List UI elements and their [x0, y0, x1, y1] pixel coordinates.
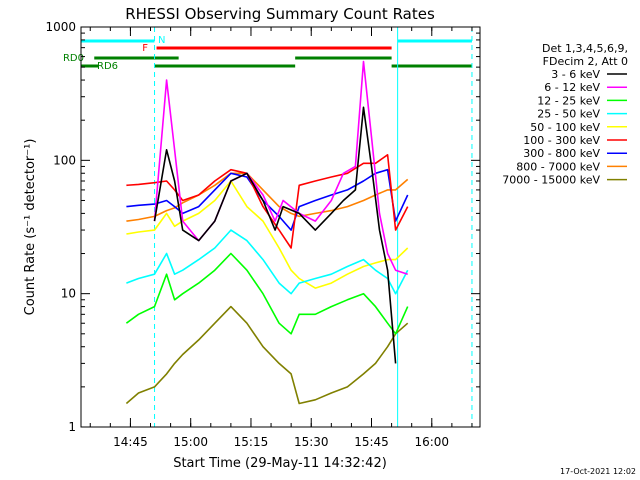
legend-entry-label: 100 - 300 keV — [523, 134, 600, 147]
flag-layer: NF RD0 RD6 — [63, 35, 472, 72]
legend-entry-label: 800 - 7000 keV — [516, 160, 600, 173]
series-line-3-6-kev — [153, 106, 397, 364]
y-tick-label: 10 — [61, 287, 76, 301]
x-tick-label: 15:45 — [354, 435, 389, 449]
series-line-7000-15000-kev — [125, 305, 409, 405]
legend-entry-label: 12 - 25 keV — [537, 94, 600, 107]
legend-entry-label: 300 - 800 keV — [523, 147, 600, 160]
x-tick-label: 15:30 — [294, 435, 329, 449]
legend-entry-label: 25 - 50 keV — [537, 108, 600, 121]
legend-entry-label: 50 - 100 keV — [530, 121, 600, 134]
chart-title: RHESSI Observing Summary Count Rates — [125, 5, 435, 23]
legend-entry-label: 7000 - 15000 keV — [502, 174, 600, 187]
series-line-25-50-kev — [126, 229, 409, 295]
y-axis-label: Count Rate (s⁻¹ detector⁻¹) — [23, 139, 38, 316]
legend: Det 1,3,4,5,6,9, FDecim 2, Att 0 3 - 6 k… — [502, 42, 628, 187]
x-tick-label: 14:45 — [113, 435, 148, 449]
flag-label-f: F — [142, 43, 148, 54]
plot-frame — [80, 26, 481, 428]
y-tick-label: 100 — [53, 153, 76, 167]
series-line-300-800-kev — [126, 168, 409, 231]
x-tick-label: 15:15 — [234, 435, 269, 449]
x-tick-label: 15:00 — [173, 435, 208, 449]
y-tick-label: 1000 — [45, 20, 76, 34]
x-axis: 14:45 15:00 15:15 15:30 15:45 16:00 — [89, 27, 473, 449]
x-tick-label: 16:00 — [414, 435, 449, 449]
y-axis: 1 10 100 1000 — [45, 20, 480, 434]
legend-header-line-2: FDecim 2, Att 0 — [543, 55, 628, 68]
legend-header-line-1: Det 1,3,4,5,6,9, — [542, 42, 628, 55]
legend-entry-label: 3 - 6 keV — [551, 68, 600, 81]
series-line-6-12-kev — [153, 60, 408, 275]
flag-label-rd6: RD6 — [97, 61, 118, 72]
x-axis-label: Start Time (29-May-11 14:32:42) — [173, 456, 387, 471]
series-layer — [125, 60, 409, 405]
series-line-800-7000-kev — [126, 172, 409, 222]
flag-label-n: N — [158, 35, 165, 46]
flag-label-rd0: RD0 — [63, 53, 84, 64]
legend-entry-label: 6 - 12 keV — [544, 81, 600, 94]
timestamp: 17-Oct-2021 12:02 — [560, 467, 636, 476]
y-tick-label: 1 — [68, 420, 76, 434]
series-line-12-25-kev — [125, 252, 409, 335]
